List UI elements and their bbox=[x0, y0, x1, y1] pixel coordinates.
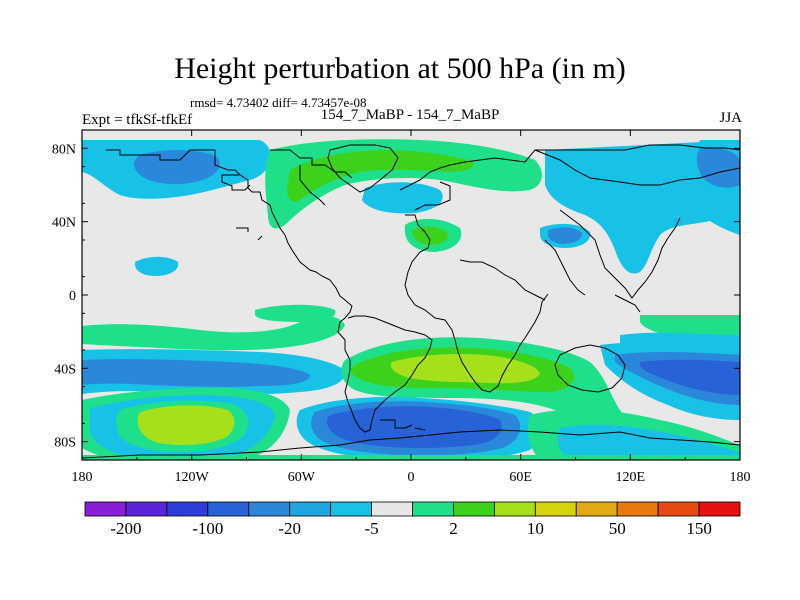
rmsd-stats: rmsd= 4.73402 diff= 4.73457e-08 bbox=[190, 95, 367, 110]
lon-label: 180 bbox=[730, 470, 751, 485]
colorbar-label: -200 bbox=[110, 519, 141, 538]
coastline-antarctica bbox=[82, 429, 740, 459]
lon-label: 120W bbox=[175, 470, 210, 485]
map-title: Height perturbation at 500 hPa (in m) bbox=[174, 52, 626, 85]
contour-blue-center-n bbox=[362, 182, 443, 214]
colorbar-label: 50 bbox=[609, 519, 626, 538]
colorbar-swatch bbox=[207, 501, 250, 517]
colorbar-swatch bbox=[534, 501, 577, 517]
lon-label: 180 bbox=[72, 470, 93, 485]
colorbar-swatch bbox=[330, 501, 372, 517]
contour-yellowgreen-south-pole-w bbox=[137, 405, 235, 446]
colorbar-swatch bbox=[371, 501, 413, 517]
colorbar-label: -5 bbox=[364, 519, 378, 538]
colorbar-label: -100 bbox=[192, 519, 223, 538]
colorbar-swatch bbox=[616, 501, 659, 517]
contour-midblue-ne bbox=[696, 147, 740, 188]
lon-label: 120E bbox=[616, 470, 646, 485]
lat-label: 0 bbox=[69, 289, 76, 304]
colorbar-label: 10 bbox=[527, 519, 544, 538]
contour-green-sw bbox=[82, 315, 345, 351]
contour-green-sw-2 bbox=[255, 304, 336, 322]
lon-label: 60W bbox=[288, 470, 316, 485]
latitude-axis: 80N 40N 0 40S 80S bbox=[52, 129, 740, 461]
colorbar-swatch bbox=[289, 501, 332, 517]
contour-darkblue-south-e bbox=[640, 359, 740, 395]
longitude-axis: 180 120W 60W 0 60E 120E 180 bbox=[72, 130, 751, 485]
lat-label: 80S bbox=[54, 436, 76, 451]
contour-brightgreen-center bbox=[412, 226, 449, 245]
colorbar-swatch bbox=[84, 501, 127, 517]
coastlines bbox=[82, 144, 740, 459]
colorbar-swatch bbox=[453, 501, 495, 517]
colorbar-label: 2 bbox=[449, 519, 458, 538]
lat-label: 40S bbox=[54, 362, 76, 377]
colorbar-swatch bbox=[493, 501, 536, 517]
coastline-asia bbox=[534, 149, 740, 186]
contour-darkblue-south-pole bbox=[326, 406, 502, 448]
colorbar-label: 150 bbox=[686, 519, 712, 538]
contour-blue-nw-2 bbox=[82, 145, 131, 170]
coastline-north-america bbox=[106, 149, 353, 323]
season-label: JJA bbox=[719, 110, 742, 126]
colorbar-swatch bbox=[412, 501, 454, 517]
contour-blue-nw-inner bbox=[134, 150, 220, 185]
colorbar-swatch bbox=[698, 501, 741, 517]
coastline-south-america bbox=[337, 315, 433, 433]
contour-field bbox=[82, 130, 740, 460]
colorbar-swatch bbox=[657, 501, 700, 517]
lat-label: 80N bbox=[52, 142, 76, 157]
colorbar-label: -20 bbox=[278, 519, 301, 538]
lon-label: 0 bbox=[408, 470, 415, 485]
coastline-australia bbox=[554, 344, 626, 393]
coastline-europe bbox=[399, 144, 740, 191]
colorbar-swatch bbox=[575, 501, 618, 517]
lon-label: 60E bbox=[509, 470, 532, 485]
colorbar-swatch bbox=[166, 501, 209, 517]
contour-brightgreen-arc bbox=[286, 150, 474, 202]
coastline-greenland bbox=[327, 144, 399, 193]
experiment-label: Expt = tfkSf-tfkEf bbox=[82, 112, 193, 128]
colorbar-swatch bbox=[248, 501, 291, 517]
lat-label: 40N bbox=[52, 216, 76, 231]
contour-midblue-south-w bbox=[82, 359, 310, 387]
contour-blue-ne bbox=[545, 140, 740, 274]
colorbar: -200 -100 -20 -5 2 10 50 150 bbox=[84, 501, 741, 538]
colorbar-swatch bbox=[125, 501, 168, 517]
run-label: 154_7_MaBP - 154_7_MaBP bbox=[320, 107, 500, 123]
contour-midblue-ne-small bbox=[547, 227, 583, 244]
coastline-africa bbox=[404, 251, 549, 393]
contour-blue-small-w bbox=[135, 256, 179, 276]
